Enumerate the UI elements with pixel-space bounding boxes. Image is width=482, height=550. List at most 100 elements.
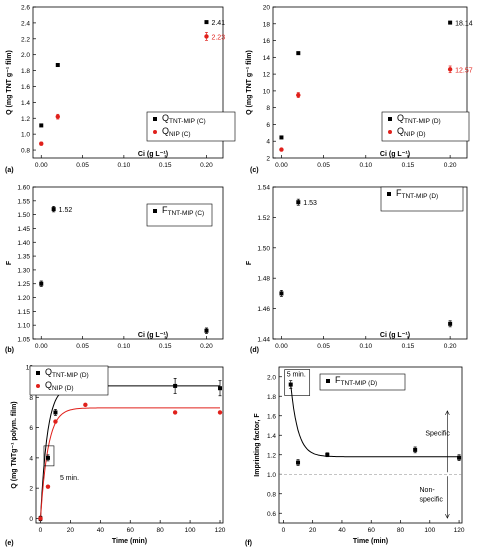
x-tick-label: 0.00 [275,162,288,169]
y-tick-label: 0 [29,516,33,523]
x-tick-label: 0.10 [118,343,131,350]
legend-label: QTNT-MIP (D) [397,113,441,125]
y-tick-label: 16 [263,38,271,45]
y-tick-label: 1.10 [17,323,30,330]
y-tick-label: 1.46 [257,306,270,313]
x-tick-label: 0 [39,527,43,534]
data-point [55,114,60,119]
data-point [173,383,178,388]
y-axis-label: F [6,260,13,265]
x-tick-label: 0.10 [359,343,372,350]
y-tick-label: 1.45 [17,226,30,233]
y-tick-label: 2.2 [21,36,30,43]
x-tick-label: 0.15 [159,162,172,169]
legend-initial: Q [162,113,169,123]
y-tick-label: 18 [263,21,271,28]
legend-subscript: NIP (D) [404,131,426,138]
legend-initial: F [335,375,341,385]
y-axis-label: Imprinting factor, F [254,413,261,477]
y-tick-label: 1.60 [17,185,30,192]
y-tick-label: 1.50 [257,245,270,252]
x-tick-label: 0.15 [402,162,415,169]
y-tick-label: 10 [263,88,271,95]
data-annotation: 12.57 [455,67,473,74]
y-tick-label: 2.4 [21,20,30,27]
legend-subscript: TNT-MIP (D) [52,372,89,379]
plot-frame [278,366,463,524]
x-tick-label: 20 [67,527,75,534]
x-tick-label: 80 [397,527,405,534]
panel-label: (f) [245,540,252,547]
legend-label: FTNT-MIP (D) [396,188,438,200]
legend-box [381,111,470,142]
x-tick-label: 0.10 [359,162,372,169]
legend: FTNT-MIP (D) [319,373,406,391]
x-tick-label: 0.20 [444,162,457,169]
x-tick-label: 120 [215,527,226,534]
data-point [45,484,51,489]
data-point [279,291,284,296]
data-point [279,147,284,152]
x-axis-label: Time (min) [353,538,388,545]
legend-label: QNIP (D) [45,380,74,392]
legend-marker [36,371,40,375]
legend-initial: Q [397,126,404,136]
legend-box [29,365,109,396]
x-tick-label: 120 [454,527,465,534]
y-tick-label: 4 [266,139,270,146]
legend-initial: Q [45,380,52,390]
legend-label: FTNT-MIP (D) [335,375,377,387]
data-annotation: 18.14 [455,21,473,28]
data-point [53,419,58,424]
x-tick-label: 0.10 [118,162,131,169]
y-tick-label: 1.20 [17,295,30,302]
data-point [38,516,43,521]
x-tick-label: 60 [127,527,135,534]
x-tick-label: 0.20 [200,162,213,169]
data-point [39,141,44,146]
x-axis-label: Ci (g L⁻¹) [138,151,168,158]
data-point [288,382,293,387]
y-tick-label: 1.15 [17,309,30,316]
legend-subscript: TNT-MIP (C) [169,118,206,125]
y-tick-label: 1.4 [267,433,276,440]
chart-panel-c: 2 4 6 8 10 12 14 16 18 20 0.00 0.05 0.10 0.15 0.20 Ci (… [246,5,473,175]
legend-marker [153,130,157,134]
y-tick-label: 10 [26,365,34,372]
y-tick-label: 1.8 [267,394,276,401]
data-point [448,20,453,25]
x-tick-label: 0.00 [35,162,48,169]
x-tick-label: 0.05 [317,343,330,350]
data-point [413,447,418,452]
fit-curve-1 [40,407,220,519]
legend-initial: F [396,188,402,198]
data-point [53,410,58,415]
legend-marker [388,117,392,121]
y-tick-label: 12 [263,72,271,79]
data-point [83,402,88,408]
y-tick-label: 20 [263,5,271,12]
data-point [45,455,50,460]
y-tick-label: 1.0 [21,132,30,139]
chart-panel-d: 1.44 1.46 1.48 1.50 1.52 1.54 0.00 0.05 0.10 0.15… [246,185,468,354]
data-point [204,328,209,333]
legend-marker [153,117,157,121]
data-annotation: 1.52 [59,207,73,214]
x-axis-label: Ci (g L⁻¹) [380,332,410,339]
legend-initial: F [162,205,168,215]
y-axis-label: Q (mg TNT g⁻¹ film) [246,50,253,115]
x-tick-label: 40 [97,527,105,534]
data-annotation: specific [420,497,444,504]
y-tick-label: 1.6 [21,84,30,91]
y-tick-label: 1.48 [257,276,270,283]
y-tick-label: 1.0 [267,472,276,479]
x-tick-label: 80 [157,527,165,534]
x-tick-label: 100 [185,527,196,534]
plot-frame [272,186,468,340]
data-annotation: 5 min. [287,372,306,379]
data-point [296,460,301,465]
legend: FTNT-MIP (D) [380,186,464,212]
legend-initial: Q [162,126,169,136]
y-tick-label: 2 [29,486,33,493]
y-tick-label: 1.2 [267,452,276,459]
